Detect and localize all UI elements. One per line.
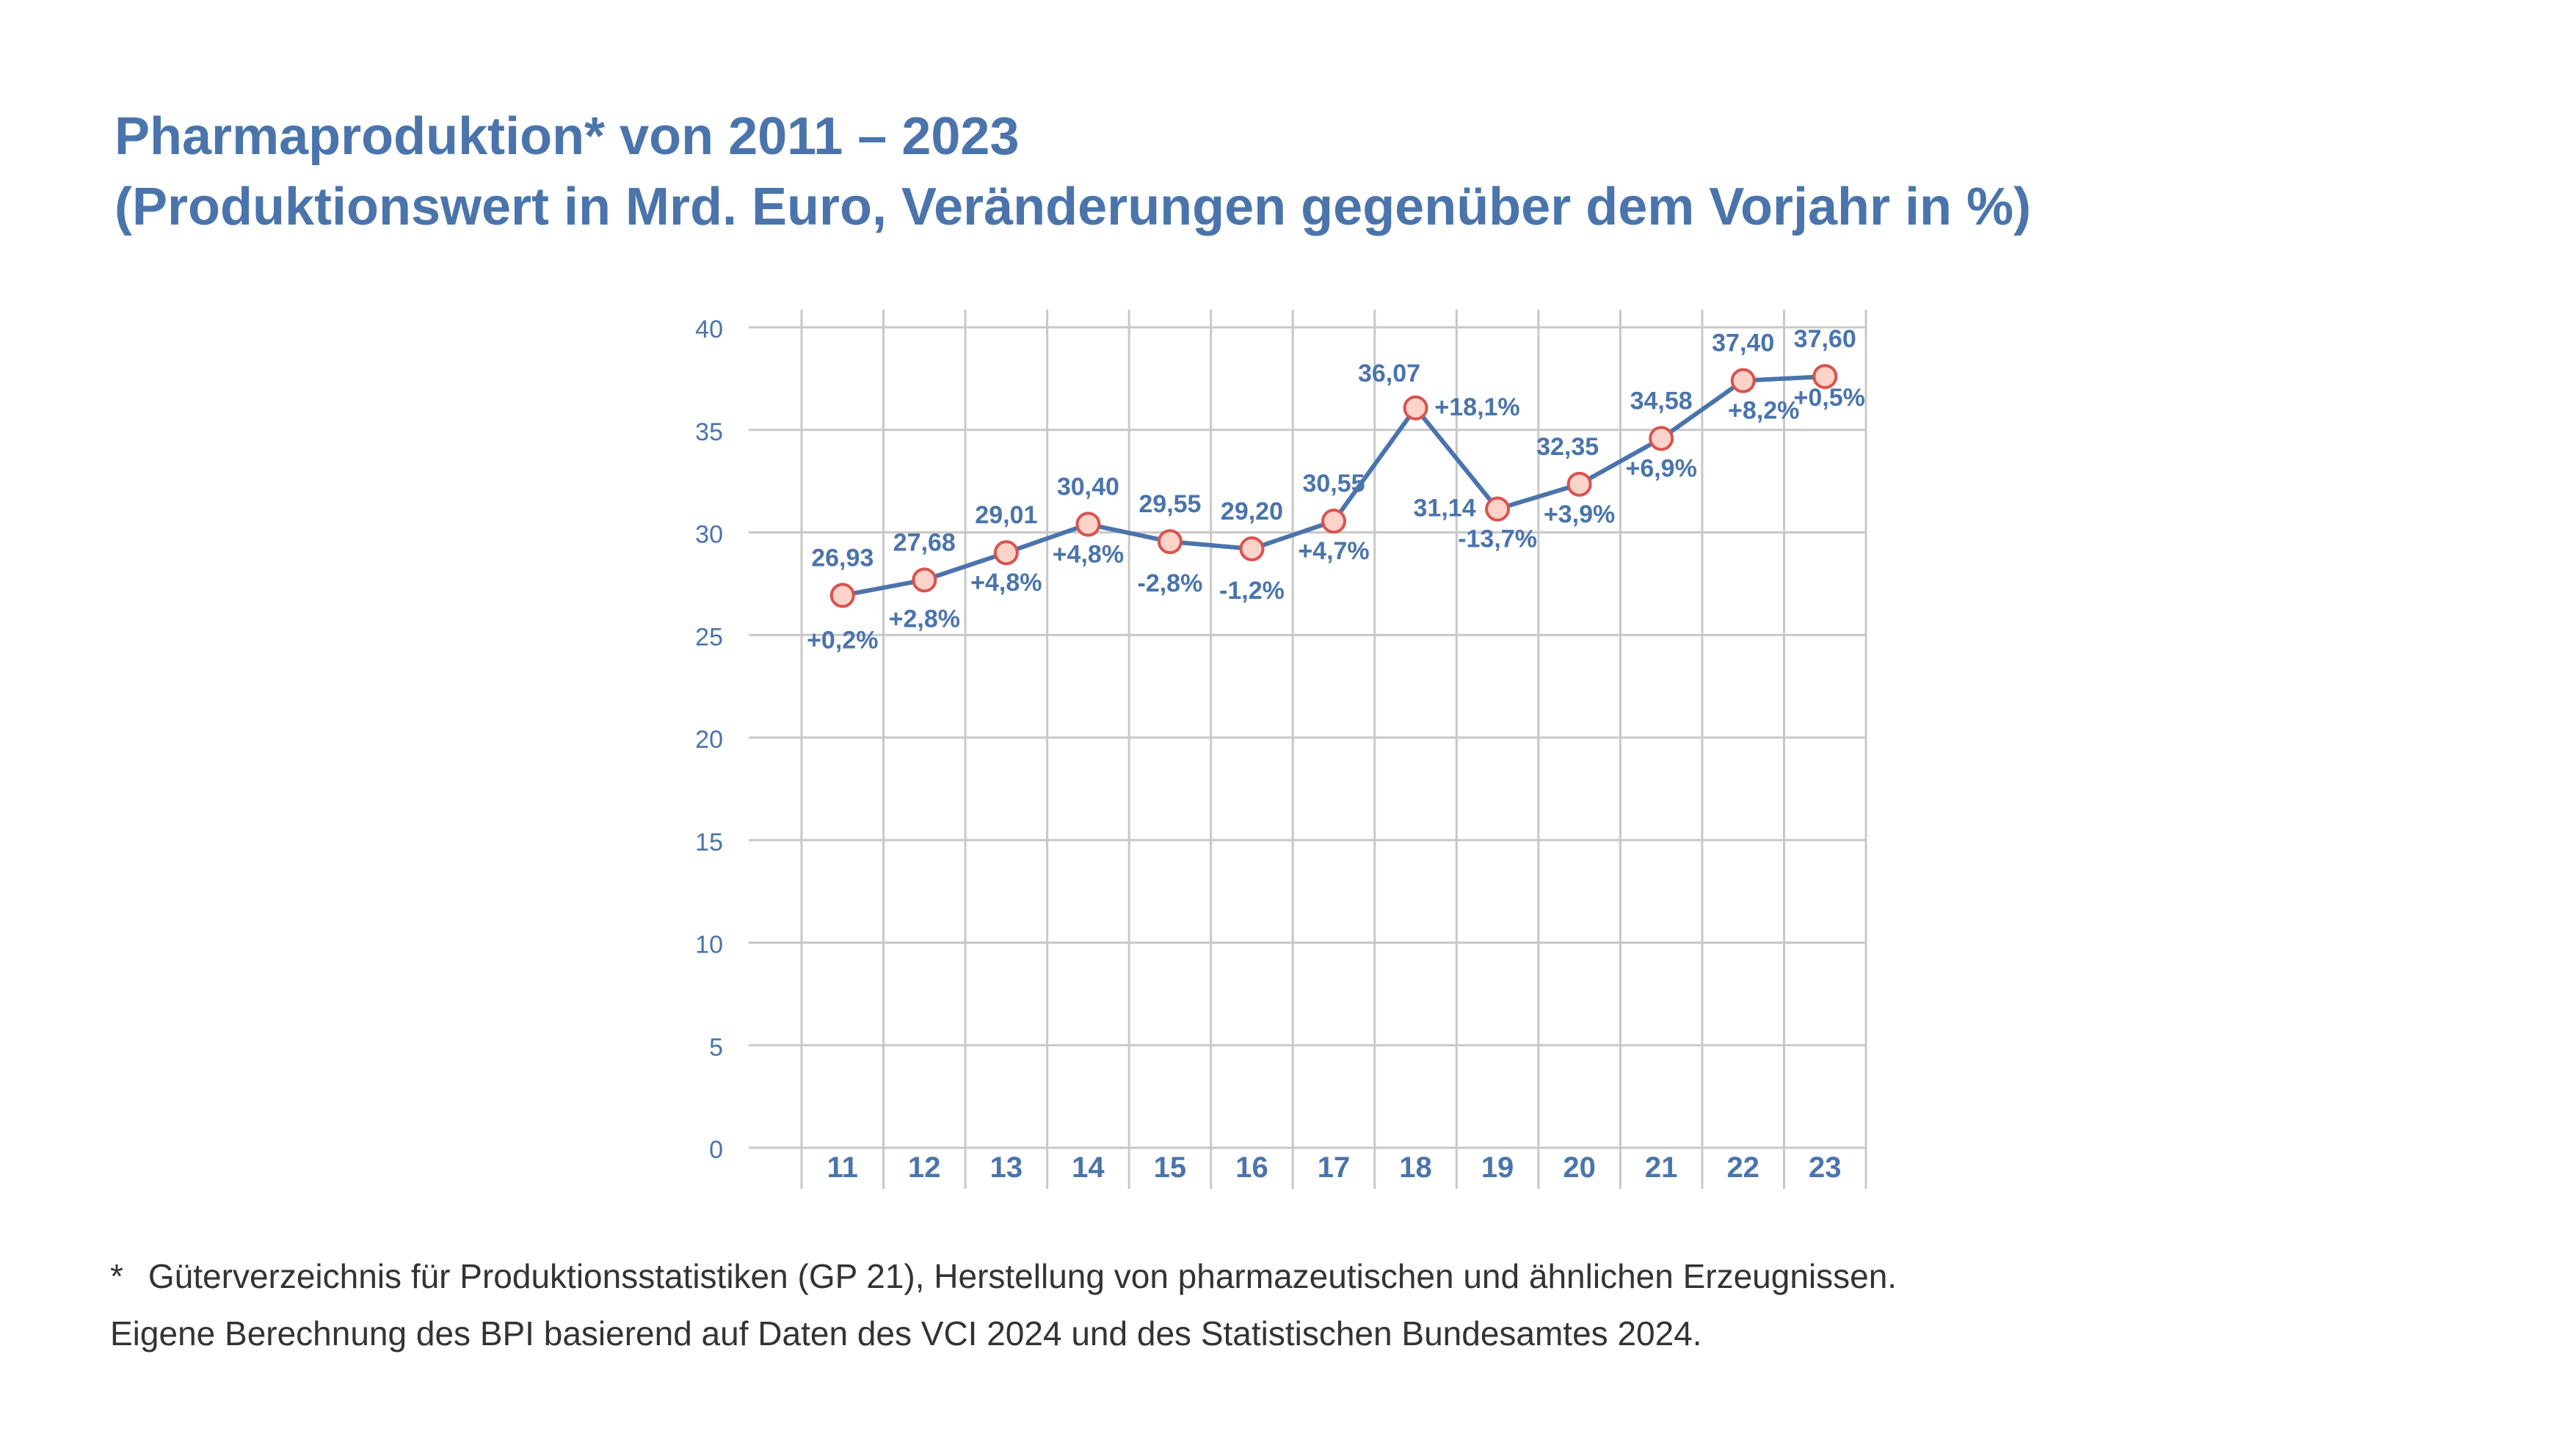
data-point-marker xyxy=(1075,512,1101,537)
y-tick-label: 10 xyxy=(695,931,723,959)
data-value-label: 34,58 xyxy=(1630,387,1693,415)
data-point-marker xyxy=(1730,368,1756,393)
chart-title: Pharmaproduktion* von 2011 – 2023 (Produ… xyxy=(115,101,2031,242)
footnote: * Güterverzeichnis für Produktionsstatist… xyxy=(110,1248,1897,1362)
x-tick-label: 20 xyxy=(1563,1151,1596,1184)
data-point-marker xyxy=(993,540,1019,566)
x-tick-label: 22 xyxy=(1726,1151,1759,1184)
data-point-marker xyxy=(1239,536,1265,561)
data-point-marker xyxy=(1321,509,1346,534)
data-value-label: 27,68 xyxy=(893,528,956,556)
y-tick-label: 40 xyxy=(695,316,723,343)
change-percent-label: -1,2% xyxy=(1219,577,1285,605)
change-percent-label: -2,8% xyxy=(1138,569,1203,597)
change-percent-label: +0,5% xyxy=(1794,384,1865,412)
change-percent-label: +4,8% xyxy=(1053,540,1124,568)
x-tick-label: 16 xyxy=(1235,1151,1268,1184)
change-percent-label: +18,1% xyxy=(1434,393,1519,421)
y-tick-label: 5 xyxy=(709,1033,723,1061)
data-point-marker xyxy=(829,583,855,608)
change-percent-label: +4,8% xyxy=(970,569,1042,597)
data-value-label: 30,40 xyxy=(1057,473,1119,500)
data-value-label: 32,35 xyxy=(1536,433,1599,461)
change-percent-label: -13,7% xyxy=(1458,525,1537,553)
x-tick-label: 18 xyxy=(1399,1151,1432,1184)
change-percent-label: +0,2% xyxy=(807,626,878,654)
data-point-marker xyxy=(1649,426,1674,451)
data-value-label: 37,60 xyxy=(1794,325,1856,353)
change-percent-label: +3,9% xyxy=(1544,500,1615,528)
x-tick-label: 12 xyxy=(908,1151,941,1184)
footnote-line-2: Eigene Berechnung des BPI basierend auf … xyxy=(110,1314,1702,1353)
x-tick-label: 21 xyxy=(1645,1151,1678,1184)
y-tick-label: 20 xyxy=(695,726,723,754)
change-percent-label: +2,8% xyxy=(889,605,960,633)
data-point-marker xyxy=(1485,496,1511,522)
data-value-label: 29,20 xyxy=(1221,498,1283,525)
data-point-marker xyxy=(1566,471,1592,497)
data-value-label: 26,93 xyxy=(811,544,874,572)
y-tick-label: 0 xyxy=(709,1136,723,1164)
data-value-label: 29,55 xyxy=(1138,490,1201,518)
data-value-label: 36,07 xyxy=(1358,360,1420,387)
data-value-label: 29,01 xyxy=(975,501,1037,529)
y-tick-label: 25 xyxy=(695,623,723,651)
footnote-line-1: Güterverzeichnis für Produktionsstatisti… xyxy=(148,1257,1897,1295)
x-tick-label: 23 xyxy=(1809,1151,1842,1184)
x-tick-label: 13 xyxy=(990,1151,1023,1184)
data-point-marker xyxy=(1812,364,1838,390)
chart-title-line-1: Pharmaproduktion* von 2011 – 2023 xyxy=(115,107,1020,166)
chart-title-line-2: (Produktionswert in Mrd. Euro, Veränderu… xyxy=(115,178,2031,236)
x-tick-label: 17 xyxy=(1318,1151,1351,1184)
data-value-label: 31,14 xyxy=(1414,495,1476,523)
change-percent-label: +4,7% xyxy=(1298,537,1369,565)
x-tick-label: 19 xyxy=(1481,1151,1514,1184)
change-percent-label: +8,2% xyxy=(1728,397,1799,425)
x-tick-label: 14 xyxy=(1072,1151,1105,1184)
data-value-label: 30,55 xyxy=(1302,470,1365,498)
y-tick-label: 35 xyxy=(695,418,723,446)
change-percent-label: +6,9% xyxy=(1625,454,1696,482)
y-tick-label: 15 xyxy=(695,829,723,856)
data-value-label: 37,40 xyxy=(1712,330,1774,357)
data-point-marker xyxy=(912,567,937,593)
data-point-marker xyxy=(1403,395,1428,421)
y-tick-label: 30 xyxy=(695,521,723,549)
x-tick-label: 11 xyxy=(827,1151,858,1184)
x-tick-label: 15 xyxy=(1154,1151,1187,1184)
footnote-asterisk: * xyxy=(110,1257,123,1295)
data-point-marker xyxy=(1157,529,1183,555)
